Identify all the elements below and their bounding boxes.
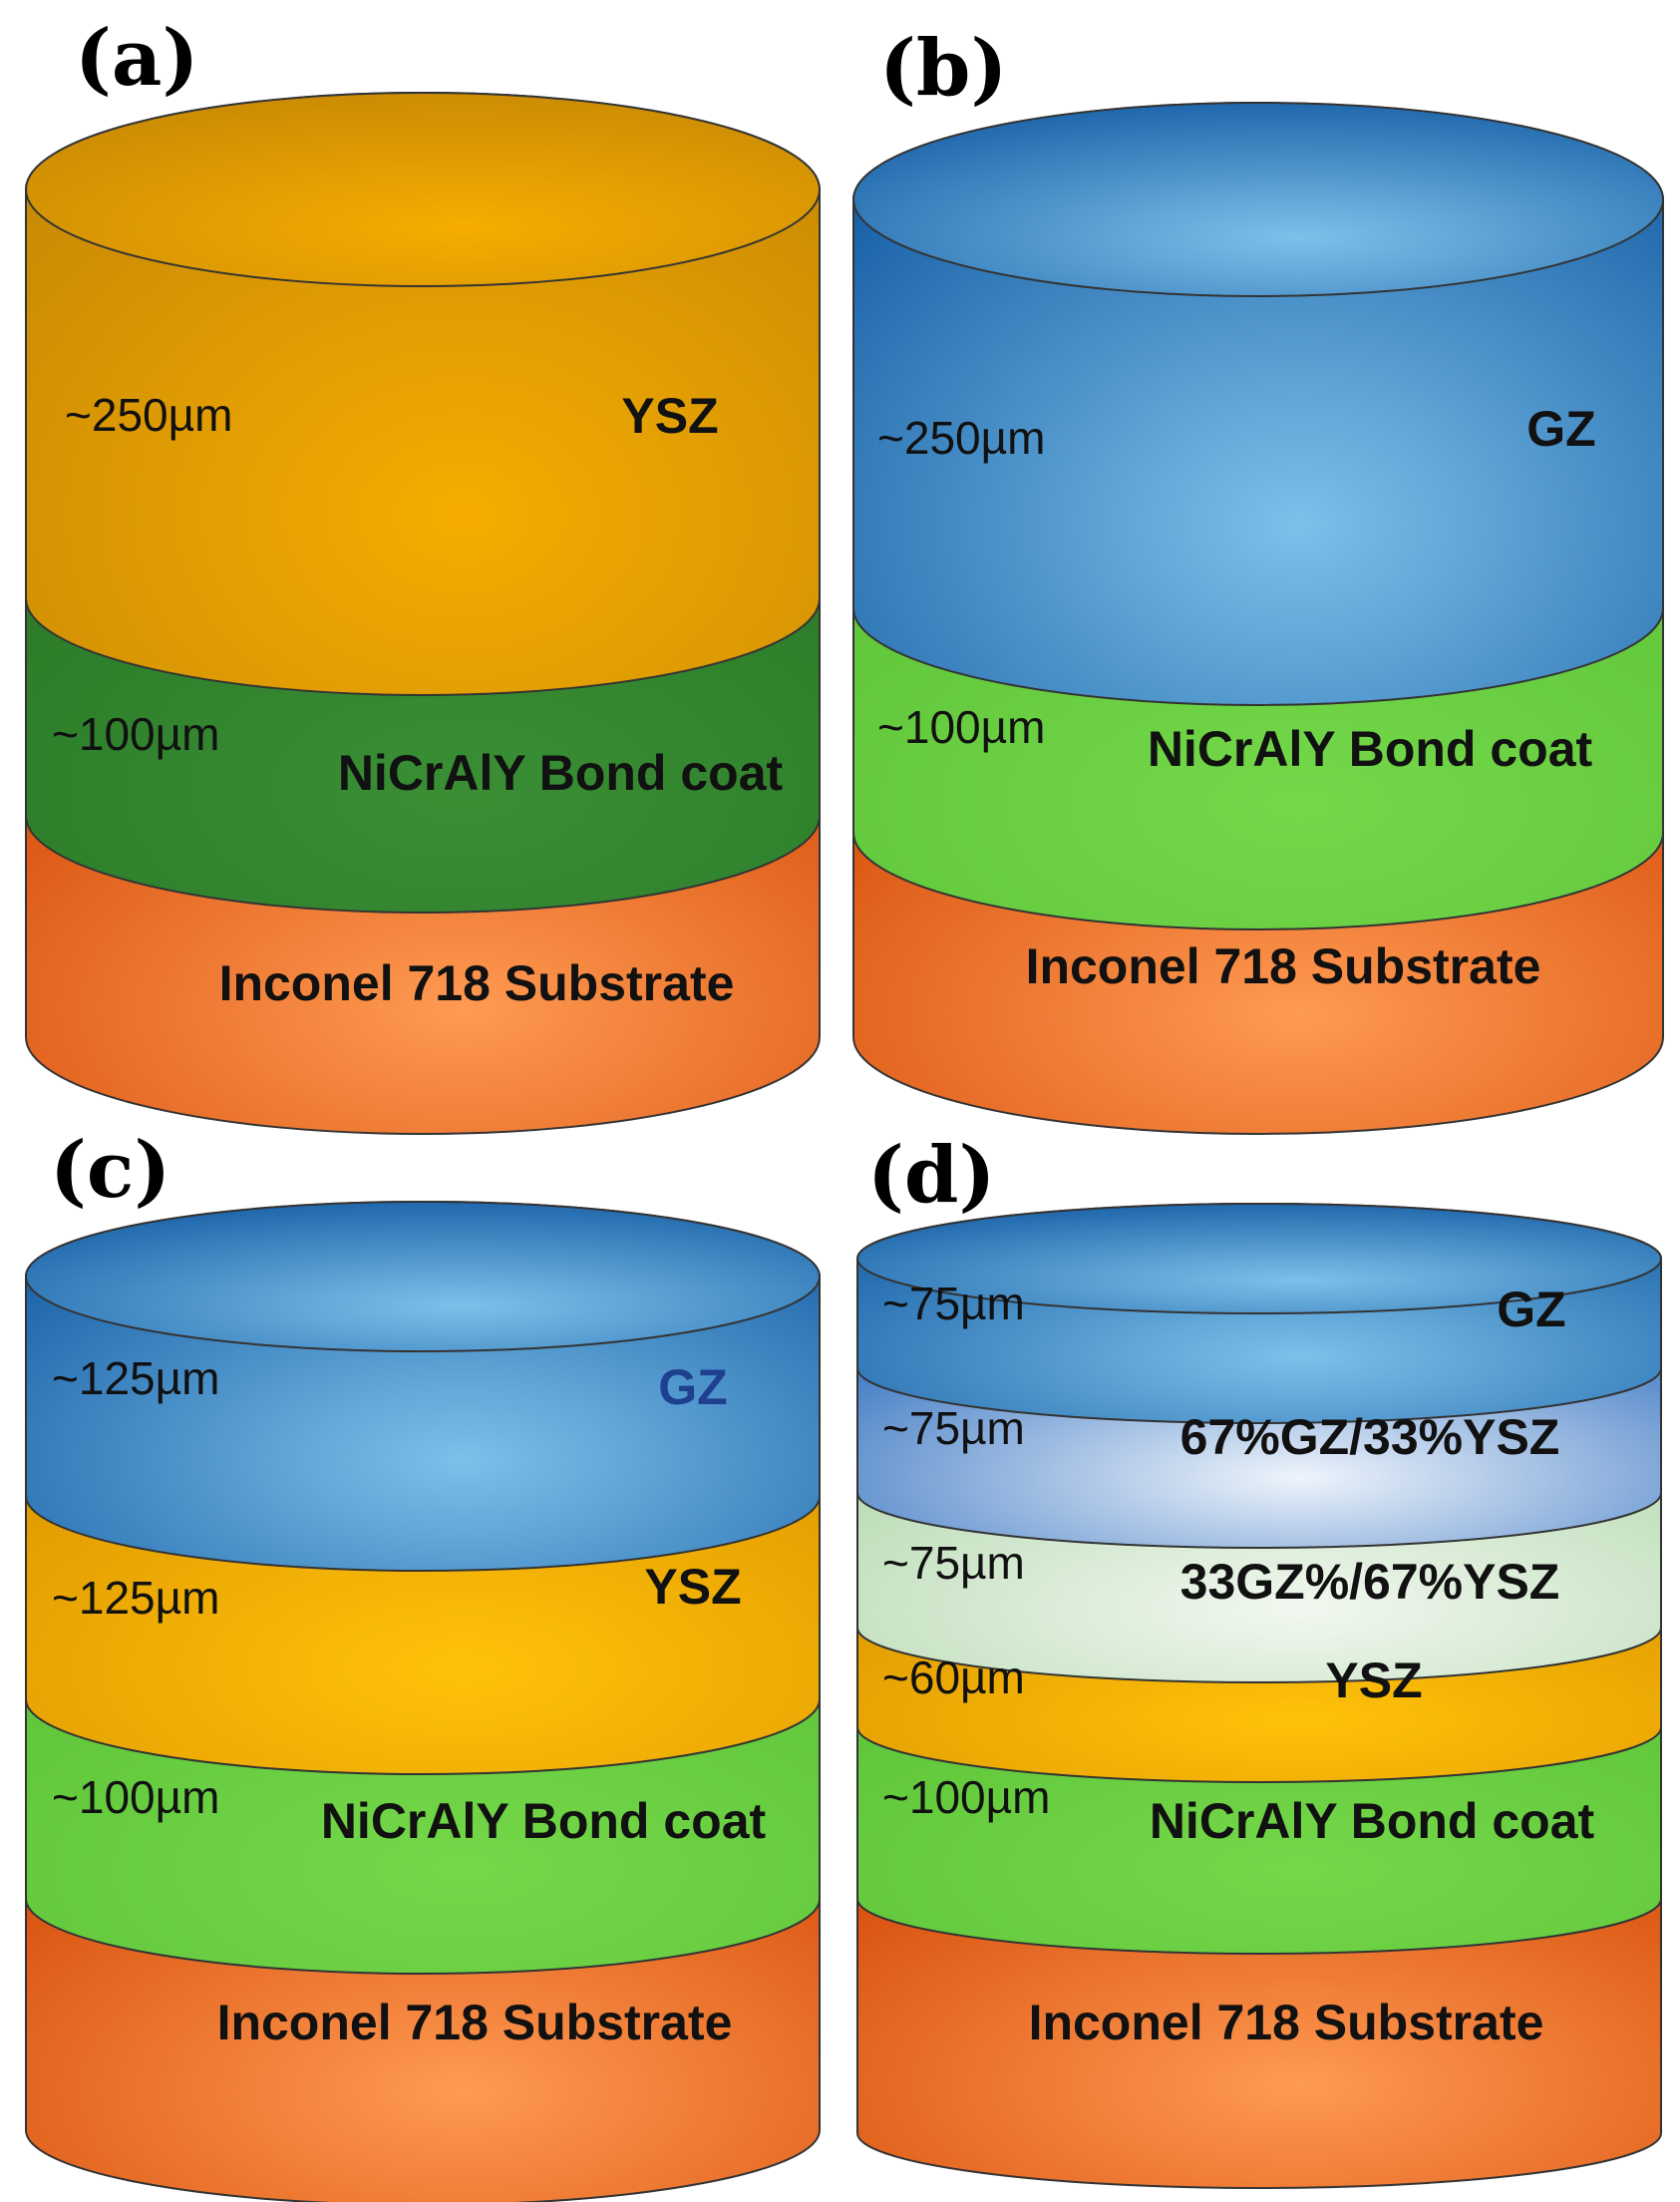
layer-thickness: ~250µm xyxy=(65,389,232,441)
layer-name: GZ xyxy=(1526,401,1595,457)
panel-c: (c) ~125µm GZ ~125µm YSZ ~100µm NiCrAlY … xyxy=(25,1125,821,2202)
layer-name: NiCrAlY Bond coat xyxy=(321,1793,767,1849)
layer-name: YSZ xyxy=(621,388,718,444)
layer-thickness: ~100µm xyxy=(52,1771,219,1823)
layer-thickness: ~75µm xyxy=(882,1278,1025,1329)
layer-name: Inconel 718 Substrate xyxy=(1026,938,1541,994)
layer-name: YSZ xyxy=(1325,1652,1422,1708)
layer-thickness: ~125µm xyxy=(52,1352,219,1404)
cylinder-top xyxy=(25,92,821,287)
panel-label-b: (b) xyxy=(879,23,1007,114)
layer-thickness: ~75µm xyxy=(882,1402,1025,1454)
panel-d: (d) ~75µm GZ ~75µm 67%GZ/33%YSZ ~75µm 33… xyxy=(856,1130,1662,2189)
cylinder-top xyxy=(25,1201,821,1352)
layer-name: Inconel 718 Substrate xyxy=(1029,1995,1544,2050)
layer-thickness: ~75µm xyxy=(882,1537,1025,1589)
layer-name: Inconel 718 Substrate xyxy=(219,955,735,1011)
layer-name: NiCrAlY Bond coat xyxy=(338,745,784,801)
cylinder-top xyxy=(856,1203,1662,1314)
panel-b: (b) ~250µm GZ ~100µm NiCrAlY Bond coat I… xyxy=(852,23,1664,1135)
panel-label-d: (d) xyxy=(867,1130,995,1221)
panel-label-a: (a) xyxy=(75,13,198,104)
layer-thickness: ~100µm xyxy=(882,1771,1050,1823)
layer-thickness: ~125µm xyxy=(52,1572,219,1624)
layer-name: NiCrAlY Bond coat xyxy=(1150,1793,1595,1849)
layer-name: 67%GZ/33%YSZ xyxy=(1180,1409,1560,1465)
cylinder-d xyxy=(856,1203,1662,2189)
layer-name: GZ xyxy=(658,1359,727,1415)
panel-label-c: (c) xyxy=(50,1125,170,1216)
layer-thickness: ~250µm xyxy=(877,412,1045,464)
cylinder-a xyxy=(25,92,821,1135)
layer-thickness: ~100µm xyxy=(52,708,219,760)
layer-thickness: ~60µm xyxy=(882,1652,1025,1703)
layer-thickness: ~100µm xyxy=(877,701,1045,753)
panel-a: (a) ~250µm YSZ ~100µm NiCrAlY Bond coat … xyxy=(25,13,821,1135)
layer-name: GZ xyxy=(1497,1282,1565,1337)
layer-name: Inconel 718 Substrate xyxy=(217,1995,733,2050)
cylinder-top xyxy=(852,102,1664,297)
cylinder-c xyxy=(25,1201,821,2202)
cylinder-b xyxy=(852,102,1664,1135)
layer-name: NiCrAlY Bond coat xyxy=(1148,721,1593,777)
layer-name: YSZ xyxy=(644,1559,741,1615)
layer-name: 33GZ%/67%YSZ xyxy=(1180,1554,1560,1610)
